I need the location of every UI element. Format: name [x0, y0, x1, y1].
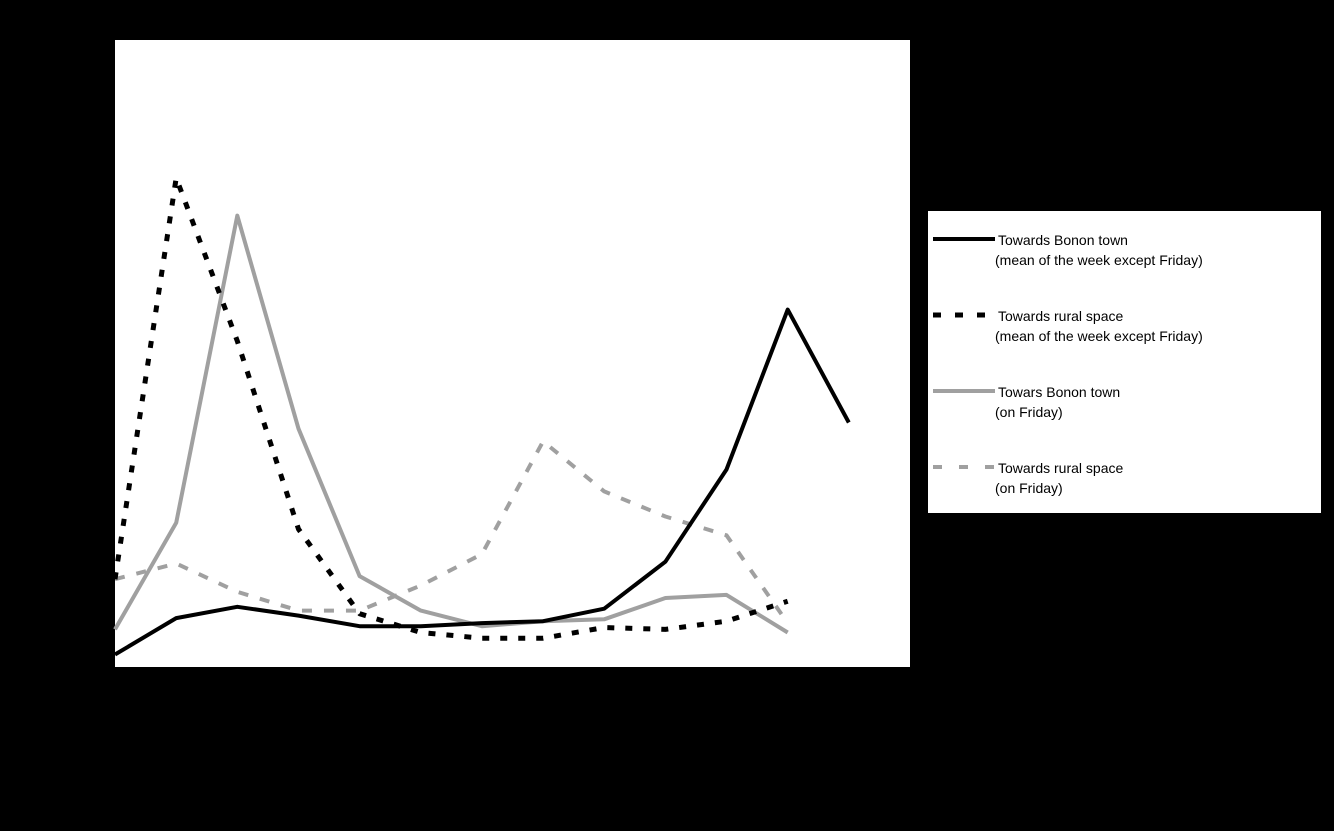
legend-label-4: Towards rural space [998, 460, 1123, 476]
legend-sublabel-4: (on Friday) [995, 480, 1063, 496]
series-line-1-towards-bonon-town [113, 307, 851, 657]
legend-label-3: Towars Bonon town [998, 384, 1120, 400]
legend-item-2: Towards rural space (mean of the week exc… [933, 308, 1203, 344]
legend-sublabel-3: (on Friday) [995, 404, 1063, 420]
series-line-2-towards-rural-space [112, 175, 789, 641]
series-layer [112, 175, 851, 657]
legend-label-2: Towards rural space [998, 308, 1123, 324]
legend-sublabel-1: (mean of the week except Friday) [995, 252, 1203, 268]
legend-item-4: Towards rural space (on Friday) [933, 460, 1123, 496]
series-line-4-towards-rural-space [114, 439, 790, 625]
legend-item-3: Towars Bonon town (on Friday) [933, 384, 1120, 420]
plot-area [115, 40, 910, 667]
legend-box [928, 211, 1321, 513]
series-line-3-towars-bonon-town [113, 213, 789, 635]
legend: Towards Bonon town (mean of the week exce… [928, 211, 1321, 513]
legend-label-1: Towards Bonon town [998, 232, 1128, 248]
legend-sublabel-2: (mean of the week except Friday) [995, 328, 1203, 344]
legend-item-1: Towards Bonon town (mean of the week exce… [933, 232, 1203, 268]
